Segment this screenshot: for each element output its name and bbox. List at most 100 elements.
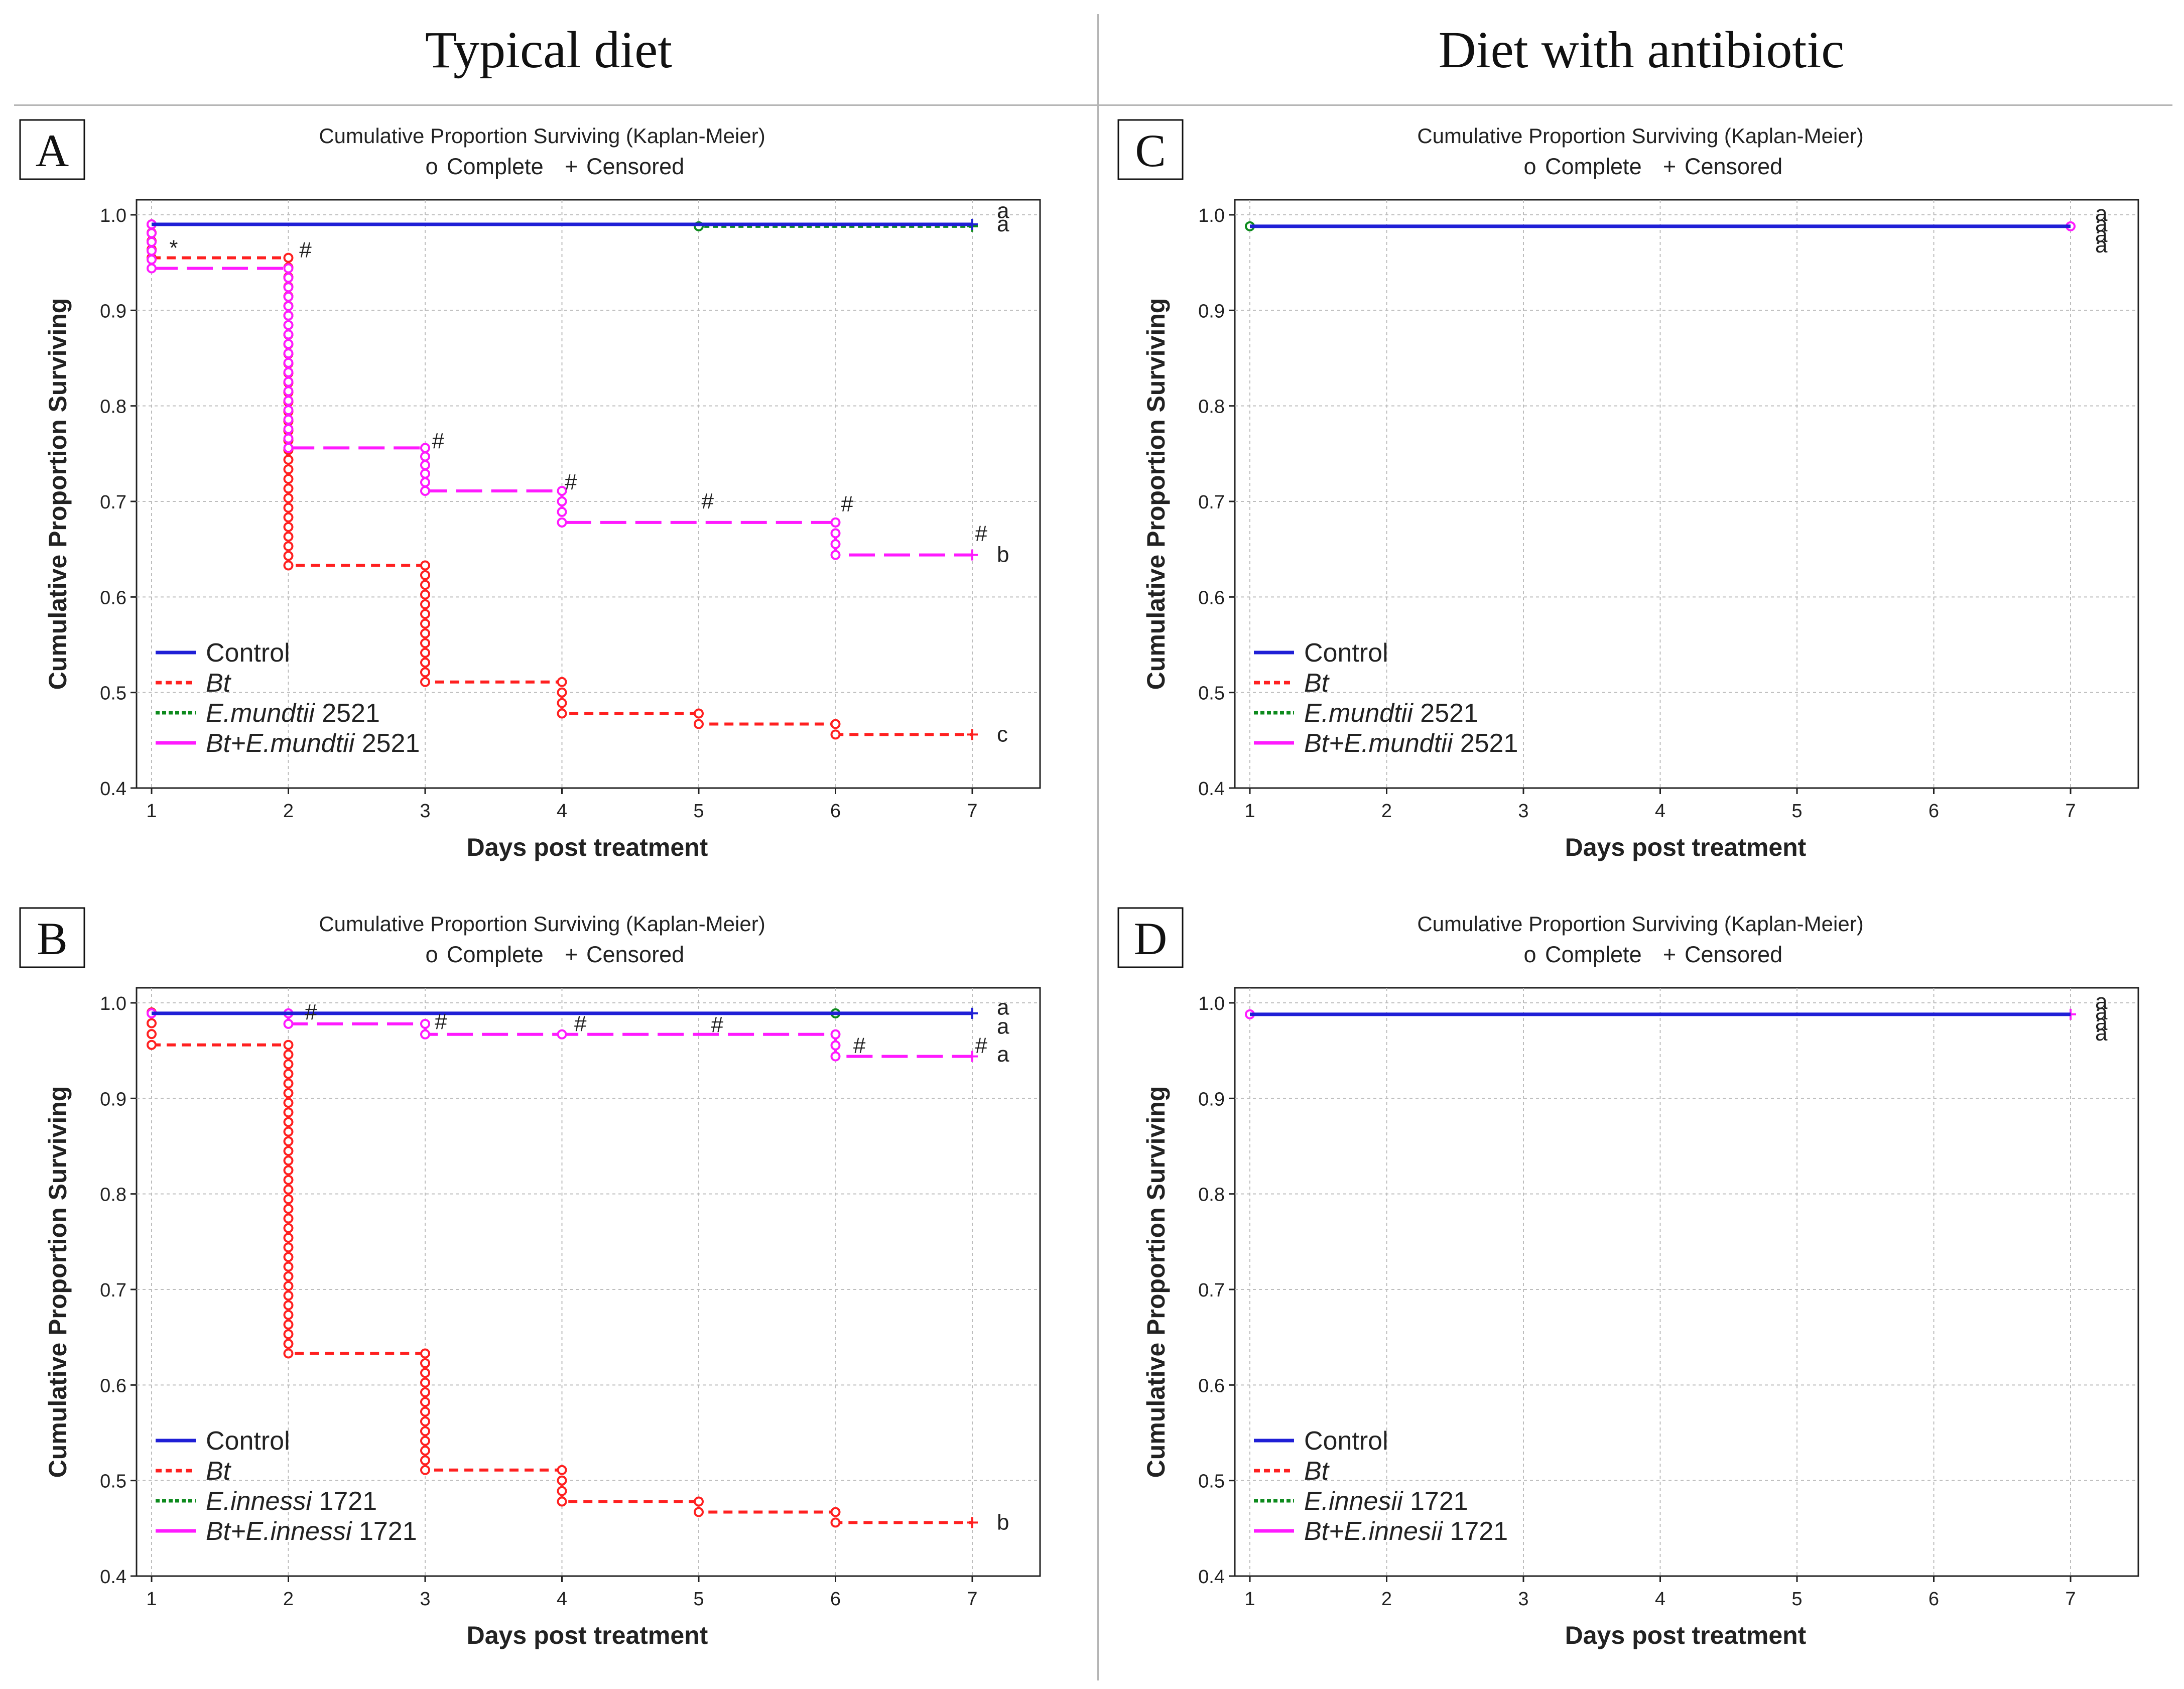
significance-mark: # xyxy=(841,492,853,516)
panel-label: C xyxy=(1135,125,1166,176)
x-tick-label: 1 xyxy=(1244,1589,1255,1610)
legend-plain: 1721 xyxy=(312,1487,377,1516)
complete-event-marker xyxy=(420,1377,430,1388)
y-tick-label: 0.5 xyxy=(100,683,126,704)
complete-legend-label: Complete xyxy=(447,154,544,179)
complete-event-marker xyxy=(283,551,294,561)
legend-entry-control: Control xyxy=(206,638,290,668)
complete-event-marker xyxy=(283,1126,294,1137)
y-axis-label: Cumulative Proportion Surviving xyxy=(44,298,72,690)
complete-event-marker xyxy=(694,1496,704,1507)
legend-italic: E.mundtii xyxy=(1344,729,1454,758)
complete-event-marker xyxy=(420,486,430,496)
legend-italic: Bt+ xyxy=(1304,729,1344,758)
y-axis-label: Cumulative Proportion Surviving xyxy=(1142,298,1170,690)
complete-event-marker xyxy=(420,477,430,487)
panel-label: D xyxy=(1134,913,1167,964)
significance-letter: a xyxy=(997,198,1009,223)
significance-letter: a xyxy=(2095,222,2108,247)
panel-label: B xyxy=(37,913,67,964)
x-tick-label: 7 xyxy=(967,1589,977,1610)
legend-italic: E.innessi xyxy=(246,1517,352,1546)
complete-event-marker xyxy=(283,1213,294,1224)
plot-title: Cumulative Proportion Surviving (Kaplan-… xyxy=(1417,912,1863,936)
legend-entry-ent: E.innessi 1721 xyxy=(206,1487,377,1516)
legend-entry-combo: Bt+E.mundtii 2521 xyxy=(206,729,420,758)
panel-label-box xyxy=(1117,907,1184,968)
panel-c-chart: C Cumulative Proportion Surviving (Kaplan… xyxy=(1117,119,2139,861)
panel-label: A xyxy=(36,125,69,176)
panel-d-chart: D Cumulative Proportion Surviving (Kaplan… xyxy=(1117,907,2139,1649)
complete-event-marker xyxy=(420,1368,430,1378)
complete-event-marker xyxy=(694,719,704,729)
x-tick-label: 7 xyxy=(2065,1589,2076,1610)
complete-event-marker xyxy=(283,252,294,263)
censored-marker xyxy=(967,219,978,230)
y-tick-label: 0.6 xyxy=(1198,587,1225,608)
complete-event-marker xyxy=(557,1486,567,1496)
complete-event-marker xyxy=(283,532,294,542)
y-tick-label: 0.7 xyxy=(1198,1280,1225,1301)
complete-event-marker xyxy=(420,468,430,479)
legend-italic: Bt+ xyxy=(1304,1517,1344,1546)
legend-plain: 1721 xyxy=(1443,1517,1508,1546)
complete-event-marker xyxy=(147,1018,157,1028)
y-tick-label: 0.9 xyxy=(1198,301,1225,322)
significance-letter: a xyxy=(997,1042,1009,1067)
complete-event-marker xyxy=(283,433,294,444)
legend-plain: 2521 xyxy=(1413,699,1478,728)
complete-event-marker xyxy=(283,263,294,274)
complete-event-marker xyxy=(283,348,294,359)
x-tick-label: 5 xyxy=(693,801,704,822)
x-tick-label: 6 xyxy=(1929,801,1939,822)
censored-legend-label: Censored xyxy=(586,154,684,179)
x-tick-label: 2 xyxy=(1381,801,1392,822)
legend-italic: Bt+ xyxy=(206,1517,246,1546)
complete-event-marker xyxy=(147,254,157,265)
complete-event-marker xyxy=(283,474,294,484)
complete-event-marker xyxy=(557,517,567,528)
complete-event-marker xyxy=(283,502,294,513)
complete-event-marker xyxy=(283,320,294,330)
complete-event-marker xyxy=(283,396,294,406)
x-tick-label: 7 xyxy=(2065,801,2076,822)
y-tick-label: 0.7 xyxy=(100,492,126,513)
complete-event-marker xyxy=(557,486,567,496)
legend-entry-combo: Bt+E.mundtii 2521 xyxy=(1304,729,1518,758)
legend-plain: 2521 xyxy=(315,699,380,728)
y-axis-label: Cumulative Proportion Surviving xyxy=(1142,1086,1170,1478)
complete-event-marker xyxy=(557,677,567,687)
complete-event-marker xyxy=(283,273,294,283)
complete-event-marker xyxy=(420,1018,430,1029)
x-axis-label: Days post treatment xyxy=(467,833,708,861)
censored-symbol: + xyxy=(1663,154,1676,179)
complete-event-marker xyxy=(283,560,294,571)
complete-event-marker xyxy=(420,460,430,470)
complete-event-marker xyxy=(283,1204,294,1214)
complete-event-marker xyxy=(283,443,294,453)
significance-letter: a xyxy=(2095,212,2108,236)
y-tick-label: 0.8 xyxy=(100,397,126,418)
complete-event-marker xyxy=(830,1507,841,1517)
plot-frame xyxy=(1234,987,2139,1577)
legend-plain: 2521 xyxy=(1453,729,1518,758)
y-tick-label: 1.0 xyxy=(1198,205,1225,226)
x-tick-label: 4 xyxy=(557,1589,567,1610)
y-tick-label: 1.0 xyxy=(1198,993,1225,1014)
complete-event-marker xyxy=(283,414,294,425)
y-tick-label: 0.5 xyxy=(1198,683,1225,704)
legend-italic: E.innesii xyxy=(1344,1517,1444,1546)
censored-symbol: + xyxy=(1663,942,1676,967)
complete-event-marker xyxy=(557,1465,567,1475)
significance-mark: # xyxy=(701,489,714,513)
legend-italic: E.mundtii xyxy=(1304,699,1414,728)
complete-symbol: o xyxy=(425,942,438,967)
complete-event-marker xyxy=(283,1290,294,1301)
complete-legend-label: Complete xyxy=(447,942,544,967)
complete-event-marker xyxy=(420,1465,430,1475)
complete-event-marker xyxy=(147,228,157,238)
complete-event-marker xyxy=(830,719,841,729)
significance-mark: # xyxy=(435,1009,447,1034)
complete-event-marker xyxy=(420,638,430,648)
x-tick-label: 3 xyxy=(420,801,430,822)
